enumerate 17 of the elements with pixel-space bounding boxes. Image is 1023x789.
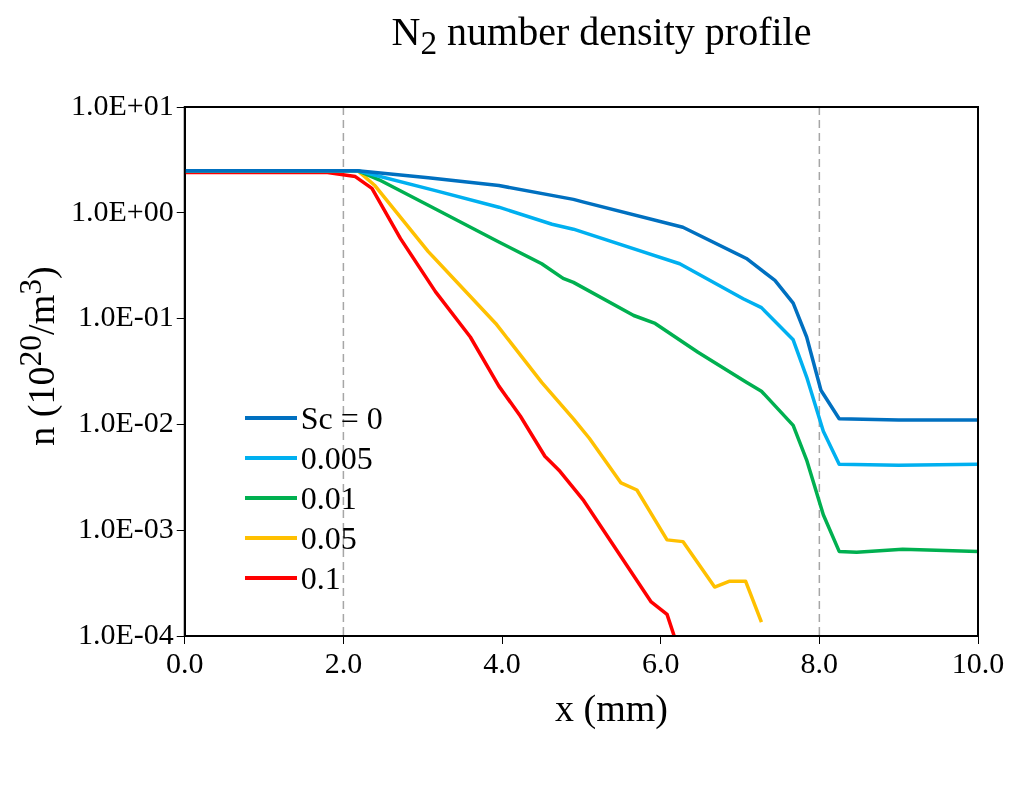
x-tick-label: 10.0 [951, 645, 1005, 679]
x-tick-label: 8.0 [800, 645, 839, 679]
legend-label: Sc = 0 [300, 398, 383, 438]
legend-label: 0.01 [300, 478, 357, 518]
legend-label: 0.1 [300, 558, 341, 598]
y-tick-label: 1.0E+00 [70, 193, 174, 227]
legend-label: 0.05 [300, 518, 357, 558]
x-tick-label: 4.0 [483, 645, 521, 679]
x-axis-title: x (mm) [554, 686, 669, 730]
x-tick-label: 6.0 [641, 645, 680, 679]
y-tick-label: 1.0E-02 [77, 405, 174, 439]
y-tick-label: 1.0E-01 [77, 299, 174, 333]
chart-title: N$_{2}$ number density profile [390, 8, 813, 63]
legend-label: 0.005 [300, 438, 373, 478]
y-tick-label: 1.0E+01 [70, 87, 174, 121]
x-tick-label: 2.0 [324, 645, 363, 679]
y-tick-label: 1.0E-03 [77, 511, 174, 545]
